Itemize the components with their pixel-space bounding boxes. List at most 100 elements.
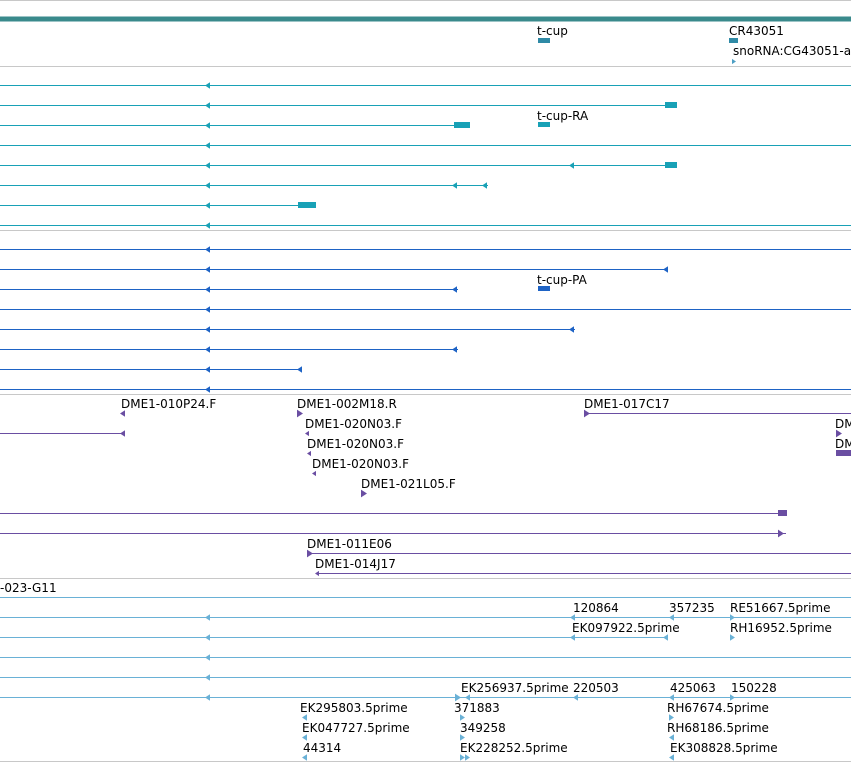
feature-label: t-cup xyxy=(537,24,568,38)
strand-arrow-left xyxy=(205,246,210,253)
feature-label: RH68186.5prime xyxy=(667,721,769,735)
feature-label: RH67674.5prime xyxy=(667,701,769,715)
feature-label: 120864 xyxy=(573,601,619,615)
feature-label: 349258 xyxy=(460,721,506,735)
strand-arrow-right xyxy=(465,754,470,761)
feature-label: EK047727.5prime xyxy=(302,721,410,735)
feature-label: DME1-020N03.F xyxy=(305,417,403,431)
feature-exon-box xyxy=(836,450,851,456)
strand-arrow-left xyxy=(120,410,125,417)
strand-arrow-left xyxy=(297,366,302,373)
feature-label: DME1-021L05.F xyxy=(361,477,456,491)
strand-arrow-left xyxy=(452,346,457,353)
feature-label: DME1-011E06 xyxy=(307,537,392,551)
strand-arrow-right xyxy=(730,694,735,701)
feature-label: DME1-002M18.R xyxy=(297,397,397,411)
strand-arrow-right xyxy=(460,714,465,721)
feature-label: EK228252.5prime xyxy=(460,741,568,755)
strand-arrow-right xyxy=(297,409,303,418)
strand-arrow-left xyxy=(663,266,668,273)
feature-label: 150228 xyxy=(731,681,777,695)
strand-arrow-right xyxy=(455,693,461,702)
strand-arrow-right xyxy=(460,734,465,741)
strand-arrow-left xyxy=(305,430,309,437)
strand-arrow-left xyxy=(120,430,125,437)
strand-arrow-right xyxy=(307,549,313,558)
teal-header-bar xyxy=(0,16,851,22)
strand-arrow-right xyxy=(730,614,735,621)
strand-arrow-left xyxy=(205,386,210,393)
feature-label: 220503 xyxy=(573,681,619,695)
strand-arrow-left xyxy=(570,614,575,621)
strand-arrow-left xyxy=(205,634,210,641)
feature-label: -023-G11 xyxy=(0,581,57,595)
feature-label: t-cup-RA xyxy=(537,109,589,123)
feature-label: 371883 xyxy=(454,701,500,715)
strand-arrow-left xyxy=(302,754,307,761)
feature-exon-box xyxy=(665,162,677,168)
track-separator xyxy=(0,66,851,67)
strand-arrow-left xyxy=(669,734,674,741)
feature-exon-box xyxy=(665,102,677,108)
strand-arrow-left xyxy=(312,470,316,477)
feature-exon-box xyxy=(538,286,550,291)
strand-arrow-left xyxy=(205,122,210,129)
feature-label: DME1-010P24.F xyxy=(121,397,217,411)
strand-arrow-right xyxy=(460,754,465,761)
strand-arrow-left xyxy=(315,570,319,577)
feature-label: t-cup-PA xyxy=(537,273,587,287)
feature-label: 357235 xyxy=(669,601,715,615)
feature-exon-box xyxy=(538,38,550,43)
feature-label: DME1-014J17 xyxy=(315,557,396,571)
strand-arrow-left xyxy=(569,326,574,333)
strand-arrow-left xyxy=(205,306,210,313)
feature-exon-box xyxy=(778,510,787,516)
strand-arrow-left xyxy=(205,654,210,661)
strand-arrow-left xyxy=(669,754,674,761)
feature-exon-box xyxy=(298,202,316,208)
strand-arrow-right xyxy=(778,529,784,538)
strand-arrow-left xyxy=(205,674,210,681)
feature-label: snoRNA:CG43051-a xyxy=(733,44,851,58)
strand-arrow-right xyxy=(669,714,674,721)
strand-arrow-left xyxy=(205,326,210,333)
strand-arrow-right xyxy=(730,634,735,641)
feature-exon-box xyxy=(729,38,738,43)
strand-arrow-left xyxy=(452,286,457,293)
feature-label: DME1-017C17 xyxy=(584,397,670,411)
feature-label: DME1-020N03.F xyxy=(312,457,410,471)
strand-arrow-left xyxy=(482,182,487,189)
strand-arrow-left xyxy=(452,182,457,189)
feature-label: DM xyxy=(835,417,851,431)
strand-arrow-left xyxy=(307,450,311,457)
strand-arrow-left xyxy=(205,182,210,189)
strand-arrow-left xyxy=(302,714,307,721)
strand-arrow-left xyxy=(205,694,210,701)
track-separator xyxy=(0,0,851,1)
feature-label: EK295803.5prime xyxy=(300,701,408,715)
track-separator xyxy=(0,578,851,579)
strand-arrow-left xyxy=(302,734,307,741)
strand-arrow-left xyxy=(205,346,210,353)
feature-label: CR43051 xyxy=(729,24,784,38)
track-separator xyxy=(0,394,851,395)
feature-label: 425063 xyxy=(670,681,716,695)
track-separator xyxy=(0,230,851,231)
strand-arrow-left xyxy=(663,634,668,641)
strand-arrow-left xyxy=(205,202,210,209)
feature-label: DME1-020N03.F xyxy=(307,437,405,451)
strand-arrow-left xyxy=(205,286,210,293)
strand-arrow-left xyxy=(205,366,210,373)
strand-arrow-left xyxy=(570,634,575,641)
feature-label: EK308828.5prime xyxy=(670,741,778,755)
strand-arrow-right xyxy=(732,58,736,65)
strand-arrow-left xyxy=(205,102,210,109)
feature-label: 44314 xyxy=(303,741,342,755)
strand-arrow-right xyxy=(836,429,842,438)
feature-label: RE51667.5prime xyxy=(730,601,831,615)
strand-arrow-left xyxy=(205,82,210,89)
feature-label: EK256937.5prime xyxy=(461,681,569,695)
strand-arrow-left xyxy=(205,142,210,149)
